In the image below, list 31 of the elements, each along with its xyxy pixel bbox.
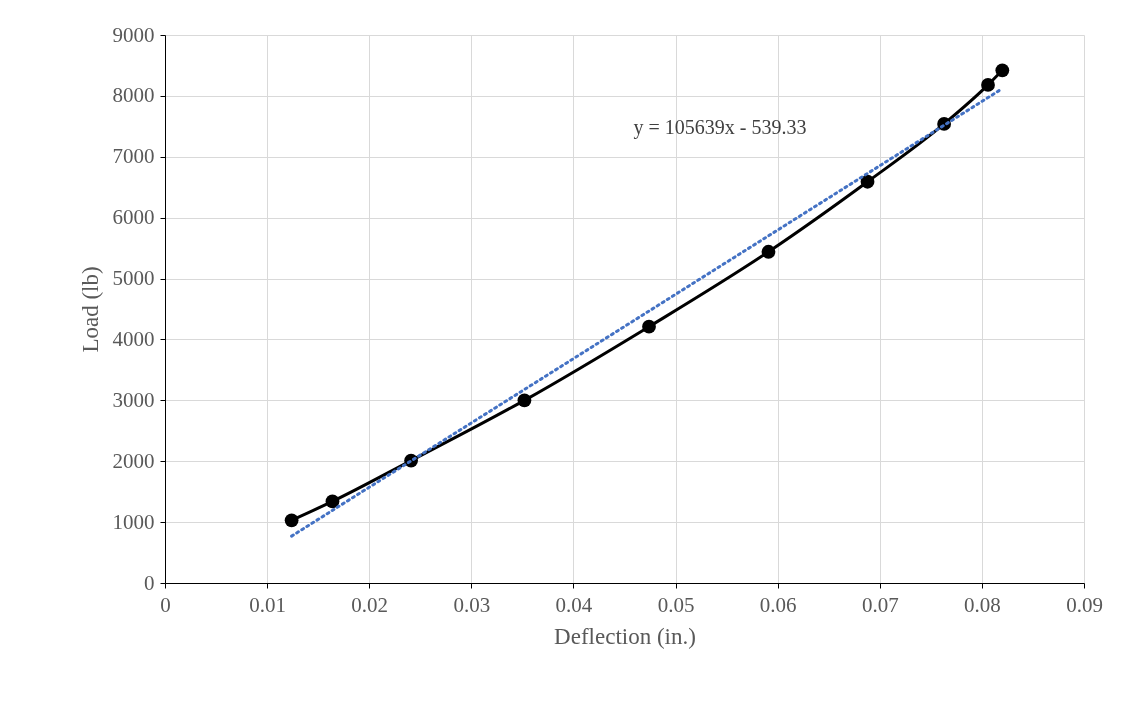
y-tick-label: 4000 — [112, 326, 155, 351]
point — [517, 393, 532, 408]
point — [325, 494, 340, 509]
x-tick-label: 0.01 — [249, 592, 286, 617]
x-tick-label: 0.07 — [861, 592, 899, 617]
x-tick-label: 0 — [160, 592, 171, 617]
y-tick-label: 6000 — [112, 205, 155, 230]
y-tick-label: 3000 — [112, 387, 155, 412]
y-tick-label: 2000 — [112, 448, 155, 473]
x-tick-label: 0.02 — [351, 592, 389, 617]
point — [284, 513, 299, 528]
annotation: y = 105639x - 539.33 — [633, 116, 807, 139]
y-tick-label: 1000 — [112, 509, 155, 534]
y-tick-label: 5000 — [112, 266, 155, 291]
x-tick-label: 0.04 — [555, 592, 593, 617]
x-tick-label: 0.08 — [964, 592, 1001, 617]
x-tick-label: 0.05 — [657, 592, 695, 617]
point — [981, 78, 995, 92]
x-tick-label: 0.06 — [759, 592, 797, 617]
y-tick-label: 0 — [144, 570, 155, 595]
point — [860, 174, 875, 189]
point — [642, 319, 656, 334]
x-tick-label: 0.09 — [1066, 592, 1103, 617]
y-tick-label: 9000 — [112, 22, 155, 47]
point — [761, 244, 776, 259]
x-axis-title: Deflection (in.) — [554, 623, 696, 649]
point — [995, 63, 1010, 78]
x-tick-label: 0.03 — [453, 592, 491, 617]
y-axis-title: Load (lb) — [77, 266, 103, 353]
y-tick-label: 7000 — [112, 144, 155, 169]
y-tick-label: 8000 — [112, 83, 155, 108]
